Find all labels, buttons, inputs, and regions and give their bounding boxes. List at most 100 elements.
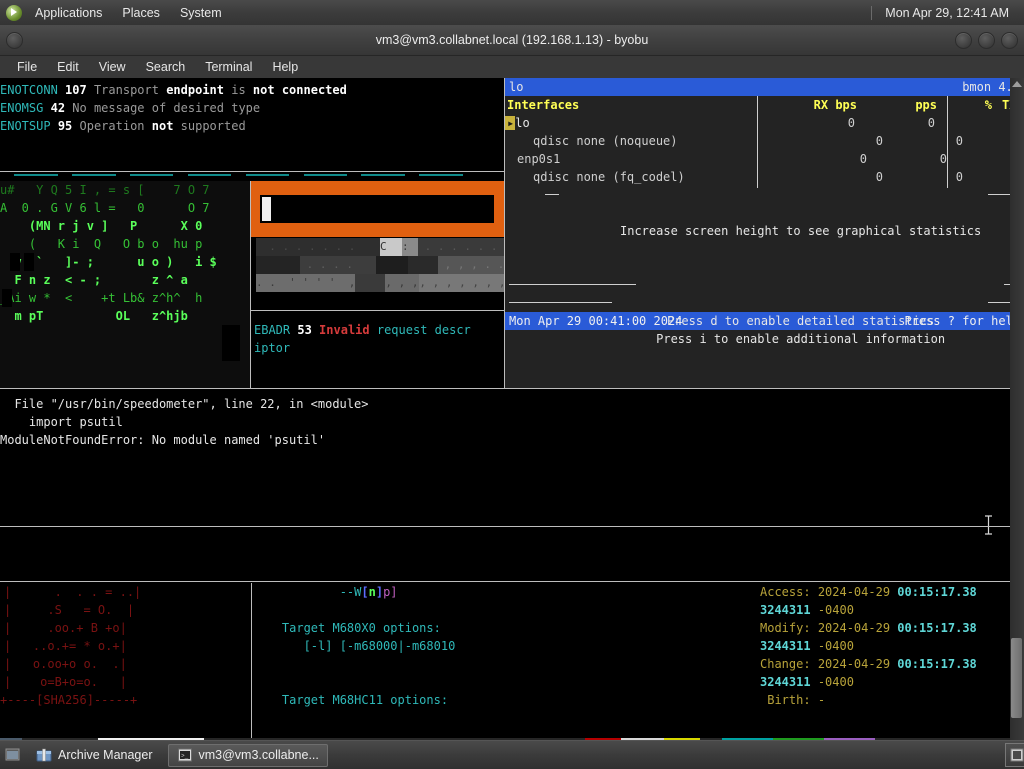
close-button[interactable]	[1001, 32, 1018, 49]
bmon-col-divider-2	[947, 96, 948, 188]
scroll-up-arrow-icon[interactable]	[1012, 81, 1022, 87]
window-menu-icon[interactable]	[6, 32, 23, 49]
panel-clock[interactable]: Mon Apr 29, 12:41 AM	[885, 5, 1009, 20]
minimize-button[interactable]	[955, 32, 972, 49]
fkey-f4-label[interactable]: Filter	[187, 174, 232, 176]
stat-label: Birth:	[760, 693, 811, 707]
errno-code: EBADR	[254, 323, 291, 337]
byobu-window-1[interactable]: 1:hollywood*	[97, 738, 205, 740]
errno-num: 42	[50, 101, 66, 115]
pane-highlight-dialog: . . . . . . . C : . . . . . . . . . . . …	[250, 181, 504, 388]
fkey-f5-label[interactable]: Tree	[245, 174, 290, 176]
randomart-line: | .oo.+ B +o|	[4, 621, 127, 635]
menu-edit[interactable]: Edit	[57, 60, 79, 74]
stat-label: Access:	[760, 585, 811, 599]
fkey-f3-label[interactable]: Search	[130, 174, 174, 176]
bmon-row[interactable]: qdisc none (fq_codel) 0 0	[505, 168, 1024, 186]
pane-divider	[250, 310, 504, 311]
terminal-window: vm3@vm3.collabnet.local (192.168.1.13) -…	[0, 25, 1024, 740]
bmon-rx: 0	[859, 152, 867, 166]
matrix-row: F n z < - ; z ^ a	[0, 273, 188, 287]
menu-system[interactable]: System	[179, 5, 222, 20]
bmon-selected-iface: lo	[509, 80, 524, 94]
manpage-line: [-l] [-m68000|-m68010	[253, 639, 456, 653]
scrollbar-thumb[interactable]	[1011, 638, 1022, 718]
maximize-button[interactable]	[978, 32, 995, 49]
panel-menu-group: Applications Places System	[0, 3, 229, 23]
window-list-icon[interactable]	[5, 747, 21, 763]
bmon-hint-info-row: Press i to enable additional information	[505, 294, 1024, 346]
randomart-line: | o.oo+o o. .|	[4, 657, 127, 671]
traceback-line: import psutil	[0, 415, 123, 429]
taskbar-item-terminal[interactable]: >_ vm3@vm3.collabne...	[167, 743, 328, 767]
pane-stat-output: Access: 2024-04-29 00:15:17.38 3244311 -…	[760, 583, 1010, 738]
bmon-statusbar: Mon Apr 29 00:41:00 2024 Press ? for hel…	[505, 312, 1024, 330]
matrix-row: A 0 . G V 6 l = 0 O 7	[0, 201, 210, 215]
errno-num: 95	[57, 119, 73, 133]
fkey-f1-label[interactable]: Help	[14, 174, 58, 176]
grayscale-noise-block: . . . . . . . C : . . . . . . . . . . . …	[256, 238, 504, 293]
show-desktop-icon[interactable]	[1005, 743, 1024, 767]
matrix-row: (MN r j v ] P X 0	[0, 219, 203, 233]
pane-divider-horizontal	[0, 581, 1010, 582]
fkey-f7-label[interactable]: Nice -	[361, 174, 405, 176]
fkey-f7-key: F7	[346, 174, 362, 176]
window-titlebar[interactable]: vm3@vm3.collabnet.local (192.168.1.13) -…	[0, 25, 1024, 56]
fkey-f2-label[interactable]: Setup	[72, 174, 116, 176]
fkey-f1-key: F1	[0, 174, 15, 176]
htop-function-keys: F1Help F2Setup F3Search F4Filter F5Tree …	[0, 174, 504, 176]
stat-row-cont: 3244311 -0400	[760, 637, 1010, 655]
pane-divider-vertical	[250, 181, 251, 388]
pane-divider-horizontal	[0, 388, 1010, 389]
errno-text: request descr	[376, 323, 471, 337]
errno-code: ENOTSUP	[0, 119, 51, 133]
stat-row-cont: 3244311 -0400	[760, 673, 1010, 691]
bmon-pps: 0	[955, 170, 963, 184]
manpage-line: Target M680X0 options:	[253, 621, 441, 635]
noise-row: . . . . . . . C : . . . . . . . . . . .	[256, 238, 504, 256]
gnome-top-panel: Applications Places System Mon Apr 29, 1…	[0, 0, 1024, 26]
pane-cmatrix: u# Y Q 5 I , = s [ 7 O 7 A 0 . G V 6 l =…	[0, 181, 250, 388]
menu-terminal[interactable]: Terminal	[205, 60, 253, 74]
menu-search[interactable]: Search	[145, 60, 186, 74]
menu-help[interactable]: Help	[272, 60, 299, 74]
fkey-f6-label[interactable]: SortBy	[303, 174, 347, 176]
byobu-status-line: A 0:bash#- 1:hollywood* 108! 2h57m 8.62 …	[0, 738, 1024, 740]
bmon-clock: Mon Apr 29 00:41:00 2024	[509, 314, 683, 328]
bmon-row[interactable]: qdisc none (noqueue) 0 0	[505, 132, 1024, 150]
byobu-disk-value: 45G	[823, 738, 850, 740]
stat-date: 2024-04-29	[817, 585, 891, 599]
byobu-mem-pct: 8%	[805, 738, 824, 740]
stat-frac: 3244311	[760, 603, 811, 617]
errno-code: ENOTCONN	[0, 83, 58, 97]
bmon-row-cursor: ▸	[505, 116, 516, 130]
byobu-datetime: 2024-04-29 00:40:59	[875, 738, 1024, 740]
bmon-row[interactable]: ▸lo 0 0	[505, 114, 1024, 132]
menu-file[interactable]: File	[17, 60, 38, 74]
byobu-session-badge[interactable]: A	[0, 738, 22, 740]
svg-text:>_: >_	[181, 753, 189, 760]
errno-num: 53	[297, 323, 312, 337]
terminal-content[interactable]: ENOTCONN 107 Transport endpoint is not c…	[0, 78, 1024, 740]
errno-line-1: ENOMSG 42 No message of desired type	[0, 99, 504, 117]
menu-applications[interactable]: Applications	[35, 5, 103, 20]
pane-divider-vertical	[504, 78, 505, 388]
bmon-col-rxbps: RX bps	[813, 98, 857, 112]
menu-places[interactable]: Places	[122, 5, 160, 20]
menu-view[interactable]: View	[98, 60, 126, 74]
errno-code: ENOMSG	[0, 101, 44, 115]
orange-input-field[interactable]	[260, 195, 494, 223]
stat-time: 00:15:17.38	[897, 585, 977, 599]
taskbar-item-archive-manager[interactable]: Archive Manager	[27, 744, 162, 767]
bmon-iface-name: enp0s1	[517, 152, 561, 166]
fkey-f8-label[interactable]: Nice +	[419, 174, 463, 176]
terminal-scrollbar[interactable]	[1010, 78, 1024, 740]
bmon-row[interactable]: enp0s1 0 0	[505, 150, 1024, 168]
window-menubar: File Edit View Search Terminal Help	[0, 56, 1024, 79]
errno-line-0: ENOTCONN 107 Transport endpoint is not c…	[0, 83, 347, 97]
pane-divider-horizontal	[0, 526, 1010, 527]
orange-highlight-box[interactable]	[250, 181, 504, 237]
fkey-f5-key: F5	[231, 174, 246, 176]
bmon-iface-name: lo	[515, 116, 530, 130]
bmon-iface-name: qdisc none (noqueue)	[533, 134, 678, 148]
